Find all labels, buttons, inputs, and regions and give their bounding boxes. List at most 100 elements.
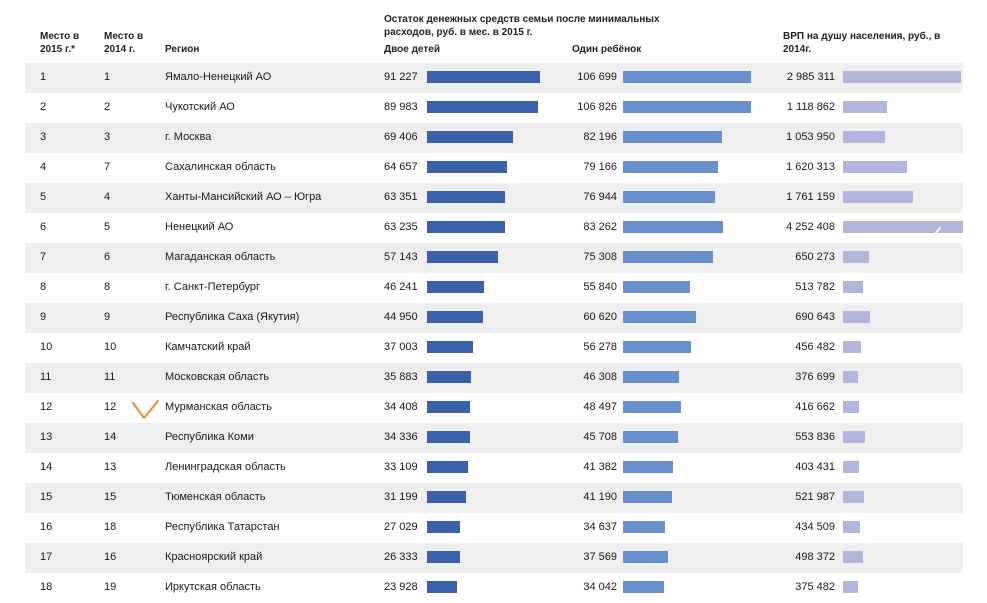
table-row: 3 3 г. Москва 69 406 82 196 1 053 950 [25, 123, 963, 153]
two-children-value: 37 003 [384, 341, 418, 353]
vrp-bar [843, 161, 907, 173]
one-child-bar [623, 461, 673, 473]
rank-2014-cell: 11 [104, 371, 116, 383]
rank-2015-cell: 16 [40, 521, 53, 533]
vrp-value: 650 273 [795, 251, 835, 263]
two-children-bar [427, 281, 484, 293]
vrp-bar [843, 281, 863, 293]
one-child-bar [623, 311, 696, 323]
vrp-bar [843, 461, 859, 473]
header-rank-2014: Место в 2014 г. [104, 31, 144, 55]
two-children-value: 63 351 [384, 191, 418, 203]
rank-2014-cell: 13 [104, 461, 117, 473]
one-child-value: 34 042 [583, 581, 617, 593]
vrp-bar [843, 71, 961, 83]
table-row: 15 15 Тюменская область 31 199 41 190 521 987 [25, 483, 963, 513]
one-child-bar [623, 161, 718, 173]
rank-2015-cell: 12 [40, 401, 53, 413]
rank-2014-cell: 12 [104, 401, 117, 413]
vrp-bar [843, 581, 858, 593]
one-child-value: 106 826 [577, 101, 617, 113]
table-row: 17 16 Красноярский край 26 333 37 569 498 372 [25, 543, 963, 573]
table-row: 13 14 Республика Коми 34 336 45 708 553 836 [25, 423, 963, 453]
two-children-bar [427, 431, 470, 443]
header-two-children: Двое детей [384, 44, 440, 55]
one-child-value: 41 190 [583, 491, 617, 503]
two-children-value: 34 336 [384, 431, 418, 443]
rank-2015-cell: 14 [40, 461, 53, 473]
data-table: 1 1 Ямало-Ненецкий АО 91 227 106 699 2 985 31… [25, 63, 963, 603]
one-child-bar [623, 431, 678, 443]
vrp-bar [843, 221, 963, 244]
one-child-bar [623, 401, 681, 413]
rank-2015-cell: 10 [40, 341, 53, 353]
one-child-bar [623, 251, 713, 263]
one-child-bar [623, 281, 690, 293]
table-row: 8 8 г. Санкт-Петербург 46 241 55 840 513 782 [25, 273, 963, 303]
two-children-bar [427, 401, 470, 413]
vrp-bar [843, 311, 870, 323]
one-child-value: 34 637 [583, 521, 617, 533]
two-children-value: 27 029 [384, 521, 418, 533]
rank-2014-cell: 4 [104, 191, 111, 203]
vrp-bar [843, 251, 869, 263]
region-name-cell: Республика Коми [165, 431, 254, 443]
vrp-value: 690 643 [795, 311, 835, 323]
table-row: 4 7 Сахалинская область 64 657 79 166 1 620 3… [25, 153, 963, 183]
table-row: 1 1 Ямало-Ненецкий АО 91 227 106 699 2 985 31… [25, 63, 963, 93]
two-children-bar [427, 521, 460, 533]
two-children-bar [427, 101, 538, 113]
rank-2015-cell: 15 [40, 491, 53, 503]
one-child-value: 75 308 [583, 251, 617, 263]
two-children-bar [427, 551, 460, 563]
rank-2014-cell: 18 [104, 521, 117, 533]
two-children-bar [427, 191, 505, 203]
one-child-bar [623, 581, 664, 593]
vrp-bar [843, 551, 863, 563]
vrp-value: 375 482 [795, 581, 835, 593]
one-child-bar [623, 221, 723, 233]
one-child-value: 55 840 [583, 281, 617, 293]
one-child-value: 45 708 [583, 431, 617, 443]
region-name-cell: Камчатский край [165, 341, 251, 353]
region-name-cell: г. Санкт-Петербург [165, 281, 261, 293]
region-name-cell: Ямало-Ненецкий АО [165, 71, 272, 83]
vrp-value: 4 252 408 [786, 221, 835, 233]
vrp-bar [843, 521, 860, 533]
two-children-value: 69 406 [384, 131, 418, 143]
vrp-value: 1 118 862 [786, 101, 835, 113]
two-children-value: 33 109 [384, 461, 418, 473]
vrp-value: 403 431 [795, 461, 835, 473]
rank-2015-cell: 11 [40, 371, 52, 383]
one-child-value: 82 196 [583, 131, 617, 143]
two-children-bar [427, 581, 457, 593]
rank-2014-cell: 7 [104, 161, 111, 173]
vrp-bar [843, 101, 887, 113]
one-child-value: 48 497 [583, 401, 617, 413]
rank-2014-cell: 19 [104, 581, 117, 593]
rank-2014-cell: 2 [104, 101, 111, 113]
rank-2015-cell: 6 [40, 221, 47, 233]
one-child-bar [623, 491, 672, 503]
header-rank-2015: Место в 2015 г.* [40, 31, 80, 55]
rank-2014-cell: 5 [104, 221, 111, 233]
region-name-cell: Магаданская область [165, 251, 276, 263]
one-child-value: 106 699 [577, 71, 617, 83]
rank-2014-cell: 3 [104, 131, 111, 143]
vrp-value: 1 761 159 [786, 191, 835, 203]
vrp-value: 416 662 [795, 401, 835, 413]
one-child-value: 41 382 [583, 461, 617, 473]
two-children-value: 63 235 [384, 221, 418, 233]
two-children-bar [427, 371, 471, 383]
one-child-bar [623, 131, 722, 143]
two-children-value: 64 657 [384, 161, 418, 173]
one-child-bar [623, 521, 665, 533]
one-child-bar [623, 191, 715, 203]
region-name-cell: Иркутская область [165, 581, 261, 593]
vrp-bar [843, 341, 861, 353]
vrp-bar [843, 401, 859, 413]
two-children-bar [427, 71, 540, 83]
two-children-value: 34 408 [384, 401, 418, 413]
rank-2014-cell: 14 [104, 431, 117, 443]
rank-2014-cell: 15 [104, 491, 117, 503]
